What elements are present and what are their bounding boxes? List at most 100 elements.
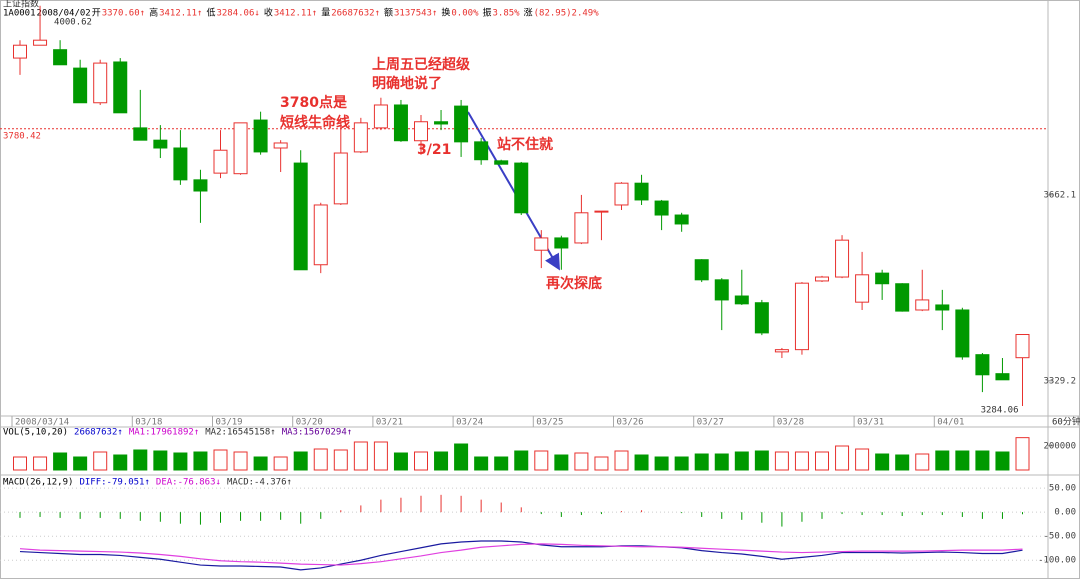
volume-bar xyxy=(995,451,1010,471)
candle-body xyxy=(534,237,549,251)
y-tick-label: 3662.1 xyxy=(1043,190,1076,200)
candle-body xyxy=(915,299,930,311)
volume-bar xyxy=(774,451,789,471)
candle-body xyxy=(393,104,408,142)
volume-bar xyxy=(373,441,388,471)
legend-item: MA2:16545158↑ xyxy=(205,428,275,438)
high-label: 4000.62 xyxy=(54,17,92,27)
x-tick-label: 03/19 xyxy=(216,418,243,428)
candle-body xyxy=(414,121,428,142)
header-item: 3.85% xyxy=(493,9,521,19)
volume-title: VOL(5,10,20) xyxy=(3,428,68,438)
volume-bar xyxy=(293,451,308,471)
volume-bar xyxy=(93,451,108,471)
annotation: 再次探底 xyxy=(546,275,602,292)
x-tick-label: 03/24 xyxy=(456,418,483,428)
candle-body xyxy=(73,67,88,104)
x-tick-label: 03/25 xyxy=(536,418,563,428)
candle-body xyxy=(654,200,669,216)
header-item: 收 xyxy=(264,7,273,19)
header-item: (82.95)2.49% xyxy=(534,9,600,19)
volume-bar xyxy=(253,456,268,471)
candle-body xyxy=(975,354,990,376)
volume-bar xyxy=(574,452,589,471)
volume-bar xyxy=(654,456,669,471)
candle-body xyxy=(494,160,509,165)
volume-bar xyxy=(1015,437,1030,471)
header-item: 换 xyxy=(441,7,450,19)
volume-bar xyxy=(393,452,408,471)
volume-bar xyxy=(33,456,48,471)
candle-body xyxy=(13,44,27,59)
candle-body xyxy=(173,147,188,181)
x-tick-label: 03/27 xyxy=(697,418,724,428)
volume-bar xyxy=(454,443,469,471)
candle-body xyxy=(935,304,950,311)
volume-bar xyxy=(73,456,88,471)
x-tick-label: 04/01 xyxy=(937,418,964,428)
header-item: 低 xyxy=(206,7,215,19)
volume-bar xyxy=(674,456,689,471)
candle-body xyxy=(273,142,288,149)
candle-body xyxy=(734,295,749,305)
header-item: 26687632↑ xyxy=(331,9,380,19)
volume-bar xyxy=(935,450,950,471)
volume-bar xyxy=(113,454,128,471)
header-item: 3412.11↑ xyxy=(159,9,202,19)
candle-body xyxy=(774,349,789,353)
x-tick-label: 03/26 xyxy=(617,418,644,428)
legend-item: DEA:-76.863↓ xyxy=(156,478,221,488)
volume-bar xyxy=(313,448,328,471)
candle-body xyxy=(213,149,228,174)
volume-bar xyxy=(714,453,729,471)
candle-body xyxy=(794,282,809,351)
header-item: 3137543↑ xyxy=(394,9,437,19)
header-item: 0.00% xyxy=(451,9,479,19)
annotation: 3780点是 xyxy=(280,94,348,111)
header-item: 开 xyxy=(92,8,101,19)
macd-line xyxy=(19,543,1023,566)
x-tick-label: 03/28 xyxy=(777,418,804,428)
volume-bar xyxy=(815,451,829,471)
header-item: 3284.06↓ xyxy=(216,9,259,19)
volume-bar xyxy=(13,456,27,471)
candle-body xyxy=(754,302,769,334)
low-label: 3284.06 xyxy=(981,406,1019,416)
volume-bar xyxy=(754,450,769,471)
volume-bar xyxy=(273,456,288,471)
candle-body xyxy=(634,182,649,201)
candle-body xyxy=(714,279,729,301)
y-tick-label: -50.00 xyxy=(1043,532,1076,542)
candle-body xyxy=(33,39,48,46)
candle-body xyxy=(574,212,589,244)
candle-body xyxy=(113,61,128,114)
y-tick-label: 0.00 xyxy=(1054,508,1076,518)
candle-body xyxy=(514,162,529,214)
x-tick-label: 03/31 xyxy=(857,418,884,428)
candle-body xyxy=(253,119,268,153)
y-tick-label: 50.00 xyxy=(1049,484,1076,494)
volume-bar xyxy=(875,453,890,471)
y-tick-label: 200000 xyxy=(1043,441,1076,451)
y-tick-label: -100.00 xyxy=(1038,556,1076,566)
annotation: 明确地说了 xyxy=(372,75,442,92)
volume-bar xyxy=(594,456,609,471)
candle-body xyxy=(875,272,890,285)
volume-bar xyxy=(794,451,809,471)
volume-bar xyxy=(835,445,850,471)
candle-body xyxy=(835,239,850,278)
candle-body xyxy=(995,373,1010,381)
candle-body xyxy=(855,274,870,303)
reference-label: 3780.42 xyxy=(3,131,41,141)
x-tick-label: 03/20 xyxy=(296,418,323,428)
volume-bar xyxy=(855,448,870,471)
period-label: 60分钟 xyxy=(1052,416,1080,428)
volume-bar xyxy=(213,449,228,471)
annotation: 短线生命线 xyxy=(280,114,350,131)
header-item: 量 xyxy=(321,8,330,19)
header-item: 2008/04/02 xyxy=(37,9,91,19)
volume-bar xyxy=(173,452,188,471)
legend-item: MA1:17961892↑ xyxy=(129,428,199,438)
candle-body xyxy=(694,259,709,281)
